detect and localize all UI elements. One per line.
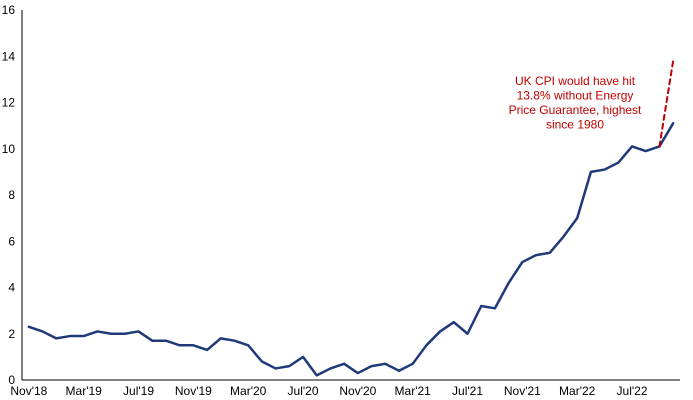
- x-tick-label: Nov'20: [339, 384, 376, 398]
- y-tick-label: 14: [2, 49, 16, 63]
- x-tick-label: Nov'21: [504, 384, 541, 398]
- series-layer: [27, 59, 675, 377]
- y-tick-label: 6: [8, 234, 15, 248]
- projection-line: [658, 59, 675, 148]
- y-tick-label: 10: [2, 142, 16, 156]
- x-tick-label: Nov'19: [175, 384, 212, 398]
- y-tick-labels: 0 2 4 6 8 10 12 14 16: [2, 3, 16, 387]
- y-tick-label: 12: [2, 96, 16, 110]
- x-tick-label: Mar'20: [230, 384, 267, 398]
- x-tick-label: Jul'19: [123, 384, 154, 398]
- y-tick-label: 2: [8, 327, 15, 341]
- annotation-text: UK CPI would have hit 13.8% without Energ…: [509, 74, 642, 132]
- annotation-layer: UK CPI would have hit 13.8% without Energ…: [509, 74, 642, 132]
- x-tick-label: Jul'20: [288, 384, 319, 398]
- x-tick-label: Jul'22: [617, 384, 648, 398]
- y-tick-label: 8: [8, 188, 15, 202]
- x-tick-label: Mar'19: [66, 384, 103, 398]
- x-tick-label: Nov'18: [10, 384, 47, 398]
- x-tick-label: Mar'22: [559, 384, 596, 398]
- y-tick-label: 4: [8, 281, 15, 295]
- y-tick-label: 16: [2, 3, 16, 17]
- axes: [21, 10, 680, 381]
- x-tick-label: Mar'21: [395, 384, 432, 398]
- x-tick-labels: Nov'18 Mar'19 Jul'19 Nov'19 Mar'20 Jul'20 Nov'…: [10, 384, 647, 398]
- x-tick-label: Jul'21: [452, 384, 483, 398]
- cpi-line: [27, 122, 675, 377]
- y-tick-label: 0: [8, 373, 15, 387]
